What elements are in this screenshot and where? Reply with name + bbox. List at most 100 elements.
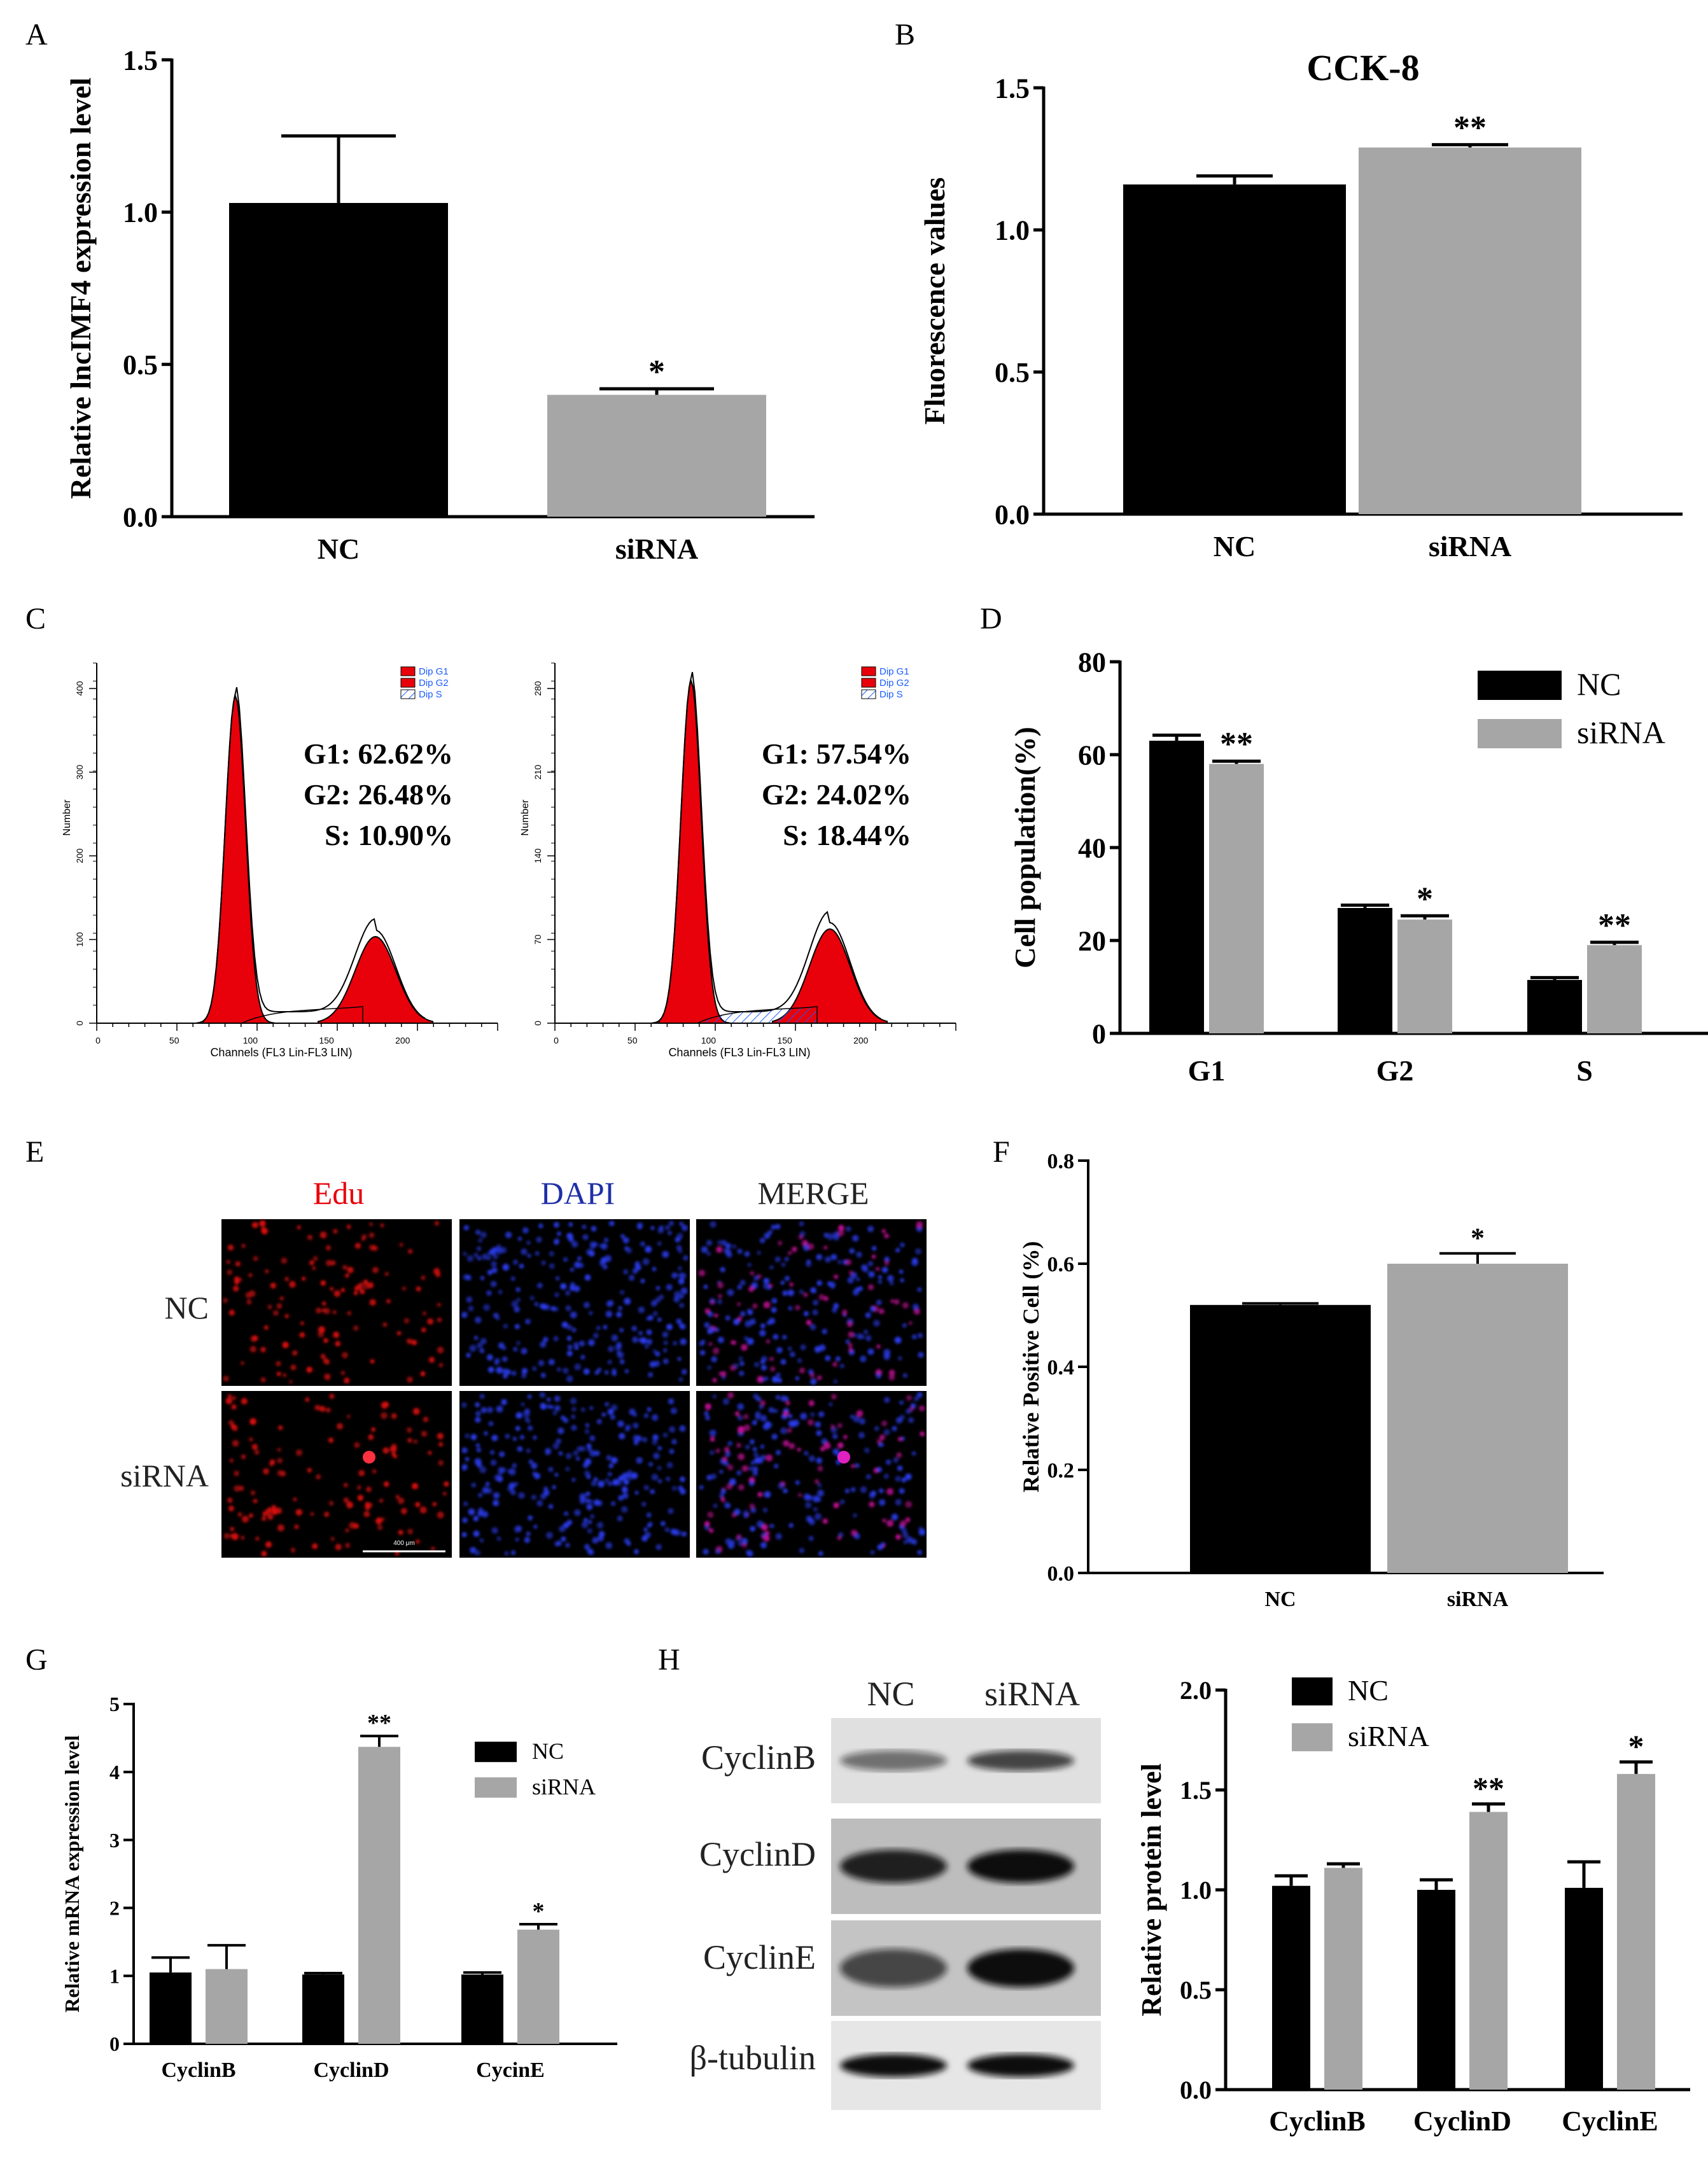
cell-dot bbox=[832, 1362, 837, 1367]
cell-dot bbox=[246, 1299, 252, 1305]
cell-dot bbox=[707, 1511, 714, 1518]
cell-dot bbox=[413, 1439, 418, 1444]
cell-dot bbox=[824, 1256, 832, 1263]
cell-dot bbox=[434, 1220, 440, 1226]
cell-dot bbox=[636, 1222, 643, 1229]
bar bbox=[1527, 980, 1582, 1033]
cell-dot bbox=[673, 1296, 680, 1303]
cell-dot bbox=[230, 1527, 235, 1532]
cell-dot bbox=[615, 1344, 622, 1351]
cell-dot bbox=[391, 1452, 396, 1457]
cell-dot bbox=[848, 1343, 853, 1348]
cell-dot bbox=[415, 1502, 421, 1507]
cell-dot bbox=[382, 1401, 389, 1408]
cell-dot bbox=[531, 1462, 538, 1469]
bar bbox=[150, 1972, 192, 2044]
cell-dot bbox=[780, 1280, 785, 1285]
x-tick-label: CyclinD bbox=[1413, 2106, 1511, 2137]
cell-dot bbox=[227, 1394, 232, 1399]
cell-dot bbox=[553, 1336, 559, 1341]
cell-dot bbox=[645, 1246, 652, 1253]
cell-dot bbox=[736, 1470, 742, 1476]
cell-dot bbox=[259, 1220, 266, 1227]
cell-dot bbox=[422, 1311, 427, 1316]
cell-dot bbox=[581, 1521, 589, 1528]
cell-dot bbox=[312, 1543, 318, 1549]
cell-dot bbox=[377, 1525, 383, 1530]
cell-dot bbox=[510, 1550, 516, 1555]
cell-dot bbox=[608, 1464, 613, 1469]
panel-label-d: D bbox=[980, 602, 1002, 636]
cell-dot bbox=[739, 1361, 745, 1366]
cell-dot bbox=[289, 1380, 293, 1384]
cell-dot bbox=[332, 1310, 337, 1315]
cell-dot bbox=[675, 1237, 681, 1243]
cell-dot bbox=[759, 1404, 764, 1409]
cell-dot bbox=[616, 1311, 622, 1318]
cell-dot bbox=[473, 1530, 480, 1537]
cell-dot bbox=[884, 1233, 889, 1239]
cell-dot bbox=[322, 1308, 326, 1313]
cell-dot bbox=[625, 1427, 630, 1432]
cell-dot bbox=[328, 1437, 334, 1443]
cell-dot bbox=[407, 1528, 414, 1535]
cell-dot bbox=[833, 1303, 839, 1309]
cell-dot bbox=[817, 1490, 824, 1497]
cell-dot bbox=[481, 1511, 489, 1518]
cell-dot bbox=[818, 1411, 825, 1418]
cell-dot bbox=[325, 1408, 331, 1413]
bar bbox=[517, 1929, 559, 2044]
cell-dot bbox=[900, 1520, 907, 1527]
cell-dot bbox=[823, 1233, 829, 1238]
cell-dot bbox=[752, 1420, 757, 1425]
cell-dot bbox=[521, 1248, 528, 1255]
cell-dot bbox=[552, 1411, 557, 1416]
flow-histogram-sirna: 0 70 140 210 280 0 50 100 150 200 Channels (FL3 Li… bbox=[520, 662, 956, 1059]
x-tick-label: siRNA bbox=[615, 533, 698, 565]
flow-legend-label: Dip G2 bbox=[419, 678, 449, 688]
cell-dot bbox=[710, 1221, 717, 1228]
cell-dot bbox=[571, 1478, 576, 1482]
cell-dot bbox=[814, 1346, 822, 1353]
y-tick-label: 1.5 bbox=[1180, 1776, 1212, 1805]
cell-dot bbox=[780, 1395, 787, 1402]
x-tick-label: siRNA bbox=[1447, 1588, 1509, 1611]
flow-y-axis-label: Number bbox=[520, 799, 531, 836]
cell-dot bbox=[666, 1476, 671, 1481]
cell-dot bbox=[513, 1259, 519, 1265]
cell-dot bbox=[556, 1367, 561, 1372]
cell-dot bbox=[585, 1423, 590, 1428]
blot-band bbox=[840, 1750, 947, 1771]
cell-dot bbox=[579, 1497, 586, 1504]
cell-dot bbox=[294, 1524, 299, 1530]
cell-dot bbox=[300, 1321, 305, 1325]
cell-dot bbox=[888, 1374, 895, 1381]
cell-dot bbox=[503, 1374, 508, 1379]
cell-dot bbox=[592, 1332, 599, 1339]
cell-dot bbox=[810, 1378, 817, 1385]
cell-dot bbox=[717, 1282, 724, 1289]
cell-dot bbox=[876, 1267, 880, 1271]
wb-label-cyclind: CyclinD bbox=[699, 1835, 816, 1873]
cell-dot bbox=[879, 1488, 884, 1493]
x-tick-label: CyclinD bbox=[314, 2058, 389, 2082]
cell-dot bbox=[512, 1436, 517, 1441]
cell-dot bbox=[764, 1233, 771, 1239]
cell-dot bbox=[399, 1242, 404, 1247]
cell-dot bbox=[227, 1497, 233, 1504]
cell-dots bbox=[461, 1220, 689, 1383]
cell-dot bbox=[473, 1336, 479, 1340]
cell-dot bbox=[330, 1537, 335, 1541]
cell-dot bbox=[578, 1340, 585, 1347]
cell-dot bbox=[607, 1408, 614, 1415]
cell-dot bbox=[277, 1469, 284, 1476]
cell-dot bbox=[619, 1290, 625, 1295]
cell-dot bbox=[480, 1407, 487, 1413]
cell-dot bbox=[540, 1402, 545, 1408]
cell-dot bbox=[594, 1370, 599, 1375]
micrograph-red-nc bbox=[221, 1219, 452, 1386]
cell-dot bbox=[477, 1256, 482, 1261]
cell-dot bbox=[886, 1459, 892, 1465]
cell-dot bbox=[323, 1338, 328, 1343]
western-blot: NC siRNA CyclinB CyclinD CyclinE β-tubul… bbox=[690, 1675, 1101, 2110]
